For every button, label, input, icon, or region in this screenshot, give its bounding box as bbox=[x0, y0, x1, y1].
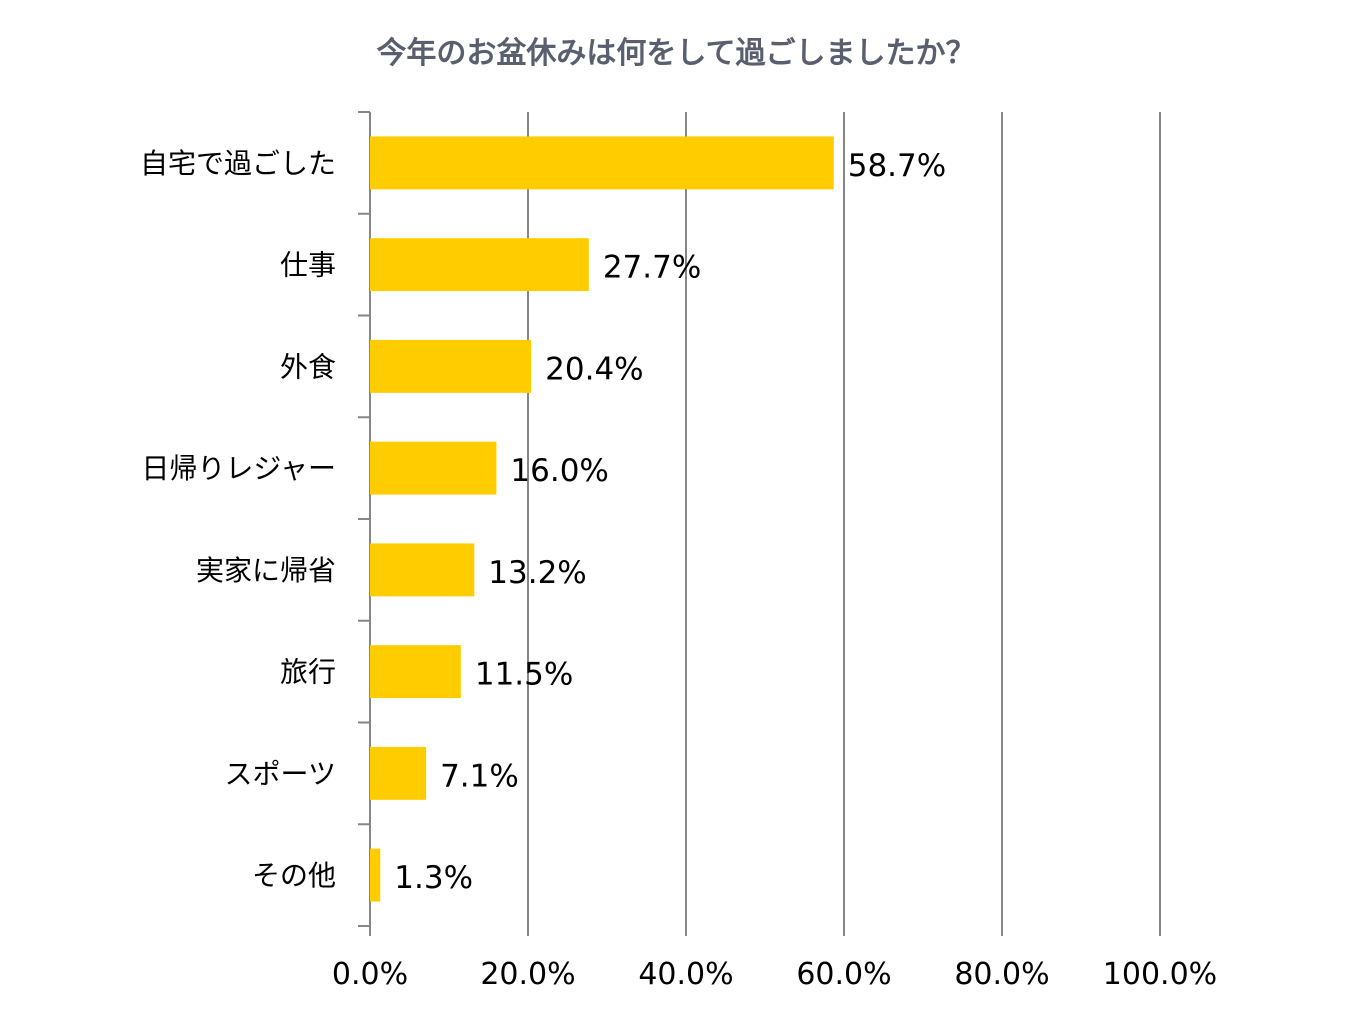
bar bbox=[370, 746, 427, 800]
category-label: 外食 bbox=[280, 350, 336, 383]
category-label: 日帰りレジャー bbox=[141, 452, 336, 485]
data-label: 20.4% bbox=[545, 351, 643, 387]
x-tick-label: 40.0% bbox=[638, 957, 733, 992]
category-label: 旅行 bbox=[280, 656, 336, 689]
chart-title: 今年のお盆休みは何をして過ごしましたか？ bbox=[376, 36, 976, 71]
x-tick-label: 20.0% bbox=[480, 957, 575, 992]
data-label: 58.7% bbox=[848, 148, 946, 184]
data-label: 16.0% bbox=[510, 453, 608, 489]
x-tick-label: 60.0% bbox=[796, 957, 891, 992]
x-tick-label: 0.0% bbox=[332, 957, 408, 992]
data-label: 1.3% bbox=[394, 860, 473, 896]
bar bbox=[370, 136, 834, 190]
data-label: 13.2% bbox=[488, 555, 586, 591]
data-label: 11.5% bbox=[475, 657, 573, 693]
category-label: 仕事 bbox=[280, 249, 336, 282]
data-label: 7.1% bbox=[440, 758, 519, 794]
x-tick-label: 80.0% bbox=[954, 957, 1049, 992]
bar bbox=[370, 543, 475, 597]
bar bbox=[370, 441, 497, 495]
category-label: スポーツ bbox=[225, 757, 336, 790]
bar bbox=[370, 339, 532, 393]
data-label: 27.7% bbox=[603, 250, 701, 286]
bar bbox=[370, 848, 381, 902]
category-label: 実家に帰省 bbox=[196, 554, 336, 587]
category-label: 自宅で過ごした bbox=[140, 147, 336, 180]
x-tick-label: 100.0% bbox=[1103, 957, 1217, 992]
bar bbox=[370, 645, 461, 699]
bar bbox=[370, 238, 589, 292]
category-label: その他 bbox=[252, 859, 336, 892]
